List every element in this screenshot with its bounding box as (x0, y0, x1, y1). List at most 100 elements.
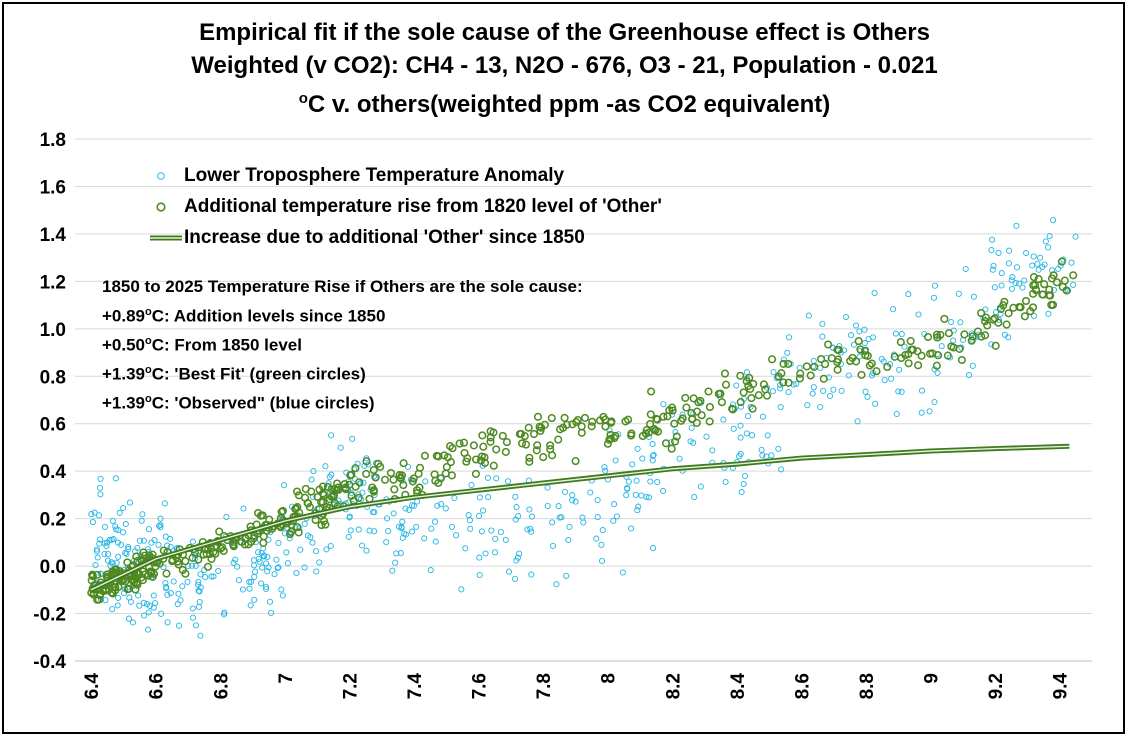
green-data-point (806, 371, 815, 380)
blue-data-point (274, 565, 281, 572)
blue-data-point (502, 536, 509, 543)
x-tick-label: 9 (922, 673, 943, 684)
blue-data-point (271, 571, 278, 578)
blue-data-point (931, 282, 939, 289)
blue-data-point (817, 403, 824, 411)
blue-data-point (360, 479, 367, 486)
blue-data-point (323, 546, 330, 553)
green-data-point (351, 464, 360, 473)
annotation-line: +1.39oC: 'Observed" (blue circles) (102, 392, 375, 413)
blue-data-point (230, 559, 237, 566)
blue-data-point (431, 518, 439, 525)
blue-data-point (286, 535, 293, 542)
blue-data-point (555, 503, 562, 510)
blue-data-point (175, 590, 182, 597)
blue-data-point (390, 510, 397, 517)
green-data-point (936, 330, 945, 339)
blue-data-point (406, 506, 413, 513)
green-data-point (587, 422, 596, 431)
blue-data-point (167, 590, 174, 597)
blue-data-point (544, 484, 551, 491)
green-data-point (480, 458, 490, 467)
green-data-point (721, 380, 731, 389)
x-axis: 6.4 6.6 6.8 7 7.2 7.4 7.6 7.8 8 8.2 8.4 8.6 8.8 9 9.2 9… (75, 660, 1092, 699)
blue-data-point (512, 575, 519, 582)
blue-data-point (240, 505, 247, 512)
blue-data-point (88, 511, 95, 518)
green-data-point (659, 412, 668, 421)
green-data-point (827, 354, 836, 363)
legend-blue-marker (150, 166, 182, 186)
green-data-point (949, 343, 958, 352)
green-data-point (682, 403, 691, 412)
green-data-point (1038, 290, 1048, 299)
blue-data-point (862, 388, 869, 395)
blue-data-point (505, 568, 513, 575)
blue-data-point (905, 291, 912, 298)
blue-data-point (309, 539, 316, 546)
blue-data-point (250, 562, 258, 569)
green-data-point (810, 362, 819, 371)
green-data-point (754, 391, 763, 400)
blue-data-point (1005, 334, 1012, 341)
blue-data-point (820, 387, 827, 394)
chart-title-line-2: Weighted (v CO2): CH4 - 13, N2O - 676, O… (191, 52, 938, 79)
green-data-point (821, 360, 830, 369)
blue-data-point (1029, 262, 1036, 269)
blue-data-point (252, 568, 259, 575)
y-tick-label: 0.4 (40, 462, 67, 483)
blue-data-point (1034, 260, 1041, 267)
x-tick-label: 8 (599, 673, 620, 684)
blue-data-point (150, 592, 157, 599)
green-data-point (977, 332, 986, 341)
blue-data-point (764, 432, 771, 439)
blue-data-point (175, 622, 183, 629)
green-data-point (1052, 278, 1061, 287)
blue-data-point (136, 602, 143, 609)
blue-data-point (392, 559, 399, 566)
green-data-point (646, 419, 655, 429)
blue-data-point (737, 450, 744, 457)
green-data-point (872, 367, 881, 376)
blue-data-point (246, 578, 253, 585)
green-data-point (123, 585, 132, 594)
blue-data-point (91, 509, 98, 516)
blue-data-point (157, 524, 164, 531)
blue-data-point (947, 354, 954, 361)
blue-data-point (982, 306, 989, 313)
green-data-point (907, 345, 916, 354)
blue-data-point (280, 482, 288, 489)
green-data-point (479, 442, 488, 451)
blue-data-point (549, 542, 557, 549)
blue-data-point (881, 377, 888, 384)
blue-data-point (184, 578, 191, 585)
green-data-point (399, 481, 408, 490)
green-data-point (300, 493, 310, 502)
blue-data-point (355, 491, 362, 498)
green-data-point (688, 414, 697, 423)
blue-data-point (162, 579, 169, 587)
blue-data-point (384, 515, 391, 522)
blue-data-point (139, 511, 146, 518)
blue-data-point (634, 445, 641, 452)
blue-data-point (453, 532, 460, 539)
blue-data-point (1045, 310, 1052, 317)
green-data-point (960, 330, 969, 339)
blue-data-point (273, 556, 280, 563)
blue-data-point (157, 515, 164, 522)
blue-data-point (733, 382, 740, 389)
blue-data-point (399, 518, 406, 525)
blue-data-point (995, 249, 1002, 256)
green-data-point (443, 453, 452, 462)
green-data-point (934, 351, 943, 360)
blue-data-point (485, 494, 492, 501)
blue-data-point (399, 534, 406, 541)
legend-item-green: Additional temperature rise from 1820 le… (150, 191, 662, 222)
blue-data-point (371, 509, 378, 516)
green-data-point (455, 439, 464, 448)
blue-data-point (414, 498, 421, 505)
blue-data-point (234, 563, 241, 570)
blue-data-point (785, 334, 793, 341)
green-data-point (736, 371, 745, 380)
green-data-point (533, 412, 543, 421)
